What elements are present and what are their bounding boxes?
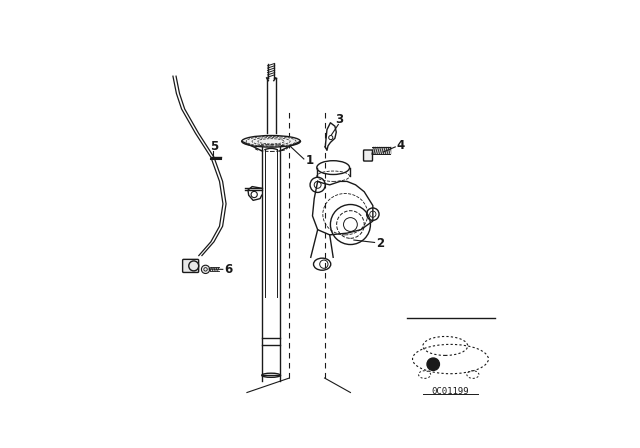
FancyBboxPatch shape [364,150,372,161]
Text: 2: 2 [376,237,384,250]
Text: 6: 6 [224,263,232,276]
Circle shape [189,261,198,271]
FancyBboxPatch shape [182,259,198,272]
Text: 5: 5 [210,140,218,153]
Text: 1: 1 [306,154,314,167]
Text: 3: 3 [335,113,344,126]
Circle shape [202,265,210,273]
Ellipse shape [242,135,300,147]
Circle shape [427,358,440,370]
Text: 0C01199: 0C01199 [431,387,469,396]
Text: 4: 4 [396,139,404,152]
